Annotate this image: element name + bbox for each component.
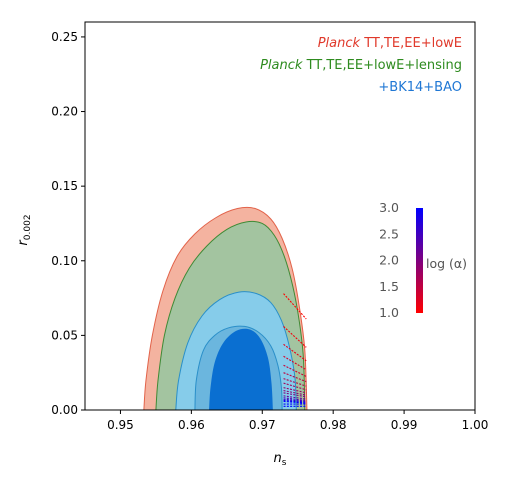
- y-tick-label: 0.00: [51, 403, 78, 417]
- model-line-6: [283, 378, 307, 387]
- y-axis-label: r0.002: [16, 214, 33, 245]
- legend-entry: +BK14+BAO: [378, 80, 462, 95]
- y-axis: 0.00 0.05 0.10 0.15 0.20 0.25: [51, 30, 85, 417]
- colorbar-label: log (α): [426, 256, 467, 271]
- colorbar-gradient: [416, 208, 423, 313]
- legend-entry: Planck TT,TE,EE+lowE+lensing: [260, 58, 462, 73]
- colorbar-tick-label: 2.0: [379, 253, 399, 268]
- y-tick-label: 0.20: [51, 105, 78, 119]
- model-line-2: [283, 343, 307, 362]
- x-tick-label: 0.97: [249, 418, 276, 432]
- model-line-10: [283, 392, 307, 398]
- model-line-14: [283, 399, 307, 404]
- model-lines-group: [283, 293, 307, 407]
- contour-bk14-bao-68: [209, 328, 273, 410]
- model-line-15: [283, 400, 307, 404]
- legend-entry: Planck TT,TE,EE+lowE: [318, 36, 462, 51]
- model-line-8: [283, 387, 307, 394]
- x-tick-label: 1.00: [462, 418, 489, 432]
- y-tick-label: 0.15: [51, 179, 78, 193]
- x-axis-label: ns: [274, 451, 287, 468]
- contours-group: [143, 206, 308, 410]
- model-line-1: [283, 326, 307, 348]
- x-tick-label: 0.98: [320, 418, 347, 432]
- model-line-13: [283, 398, 307, 403]
- model-line-9: [283, 390, 307, 396]
- model-line-5: [283, 372, 307, 383]
- x-axis: 0.95 0.96 0.97 0.98 0.99 1.00: [107, 410, 488, 432]
- x-tick-label: 0.99: [391, 418, 418, 432]
- colorbar-tick-label: 3.0: [379, 200, 399, 215]
- x-tick-label: 0.95: [107, 418, 134, 432]
- colorbar-tick-label: 1.5: [379, 279, 399, 294]
- legend: Planck TT,TE,EE+lowE Planck TT,TE,EE+lowE…: [260, 36, 462, 95]
- model-line-4: [283, 364, 307, 377]
- colorbar-tick-label: 1.0: [379, 305, 399, 320]
- model-line-3: [283, 355, 307, 371]
- model-line-7: [283, 382, 307, 391]
- x-tick-label: 0.96: [178, 418, 205, 432]
- colorbar-tick-label: 2.5: [379, 226, 399, 241]
- y-tick-label: 0.05: [51, 328, 78, 342]
- model-line-12: [283, 397, 307, 402]
- model-line-11: [283, 395, 307, 400]
- model-line-0: [283, 293, 307, 320]
- colorbar: 1.0 1.5 2.0 2.5 3.0 log (α): [379, 200, 467, 320]
- y-tick-label: 0.10: [51, 254, 78, 268]
- y-tick-label: 0.25: [51, 30, 78, 44]
- plot-frame: [84, 21, 476, 411]
